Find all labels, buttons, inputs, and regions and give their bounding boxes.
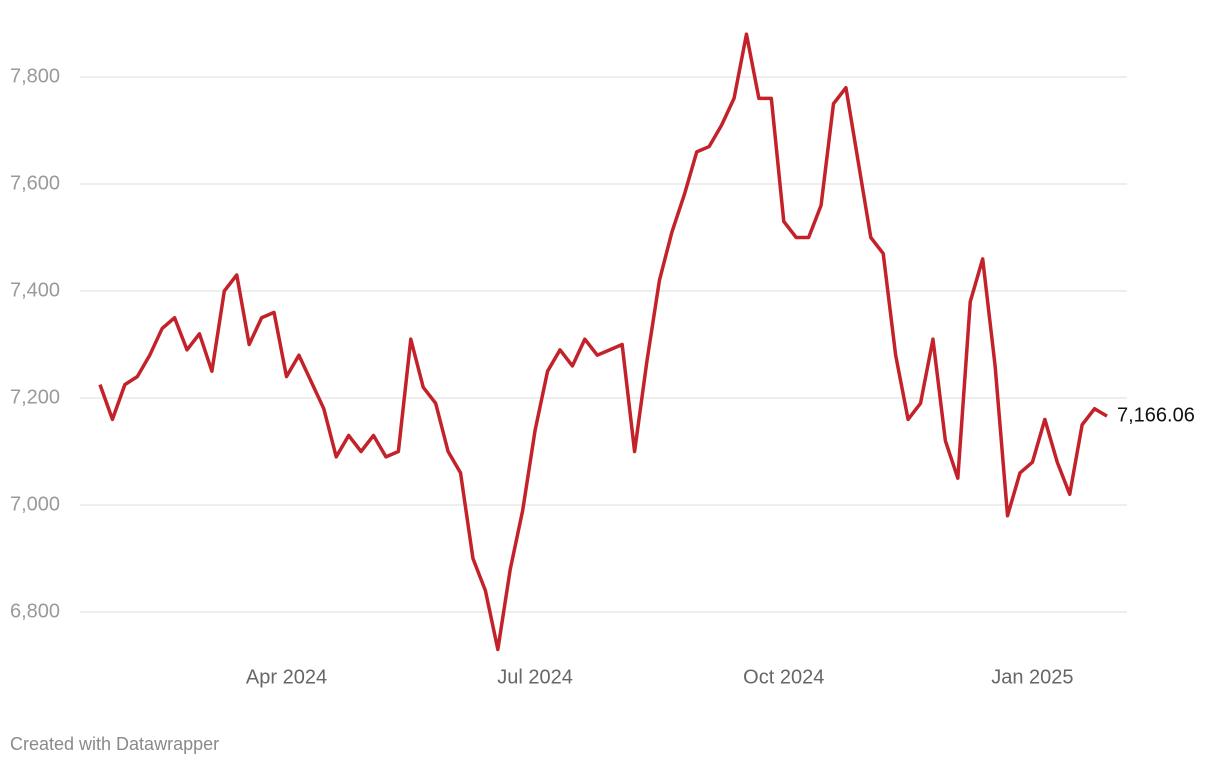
y-tick-label: 7,600: [10, 172, 60, 194]
y-tick-label: 7,800: [10, 65, 60, 87]
y-tick-label: 6,800: [10, 600, 60, 622]
value-label: 7,166.06: [1117, 404, 1195, 426]
x-tick-label: Apr 2024: [246, 666, 327, 688]
y-tick-label: 7,000: [10, 493, 60, 515]
x-tick-label: Oct 2024: [743, 666, 824, 688]
x-tick-label: Jul 2024: [497, 666, 573, 688]
line-series: [98, 32, 1108, 652]
source-note: Created with Datawrapper: [10, 734, 219, 754]
x-tick-label: Jan 2025: [991, 666, 1073, 688]
y-tick-label: 7,200: [10, 386, 60, 408]
y-tick-label: 7,400: [10, 279, 60, 301]
